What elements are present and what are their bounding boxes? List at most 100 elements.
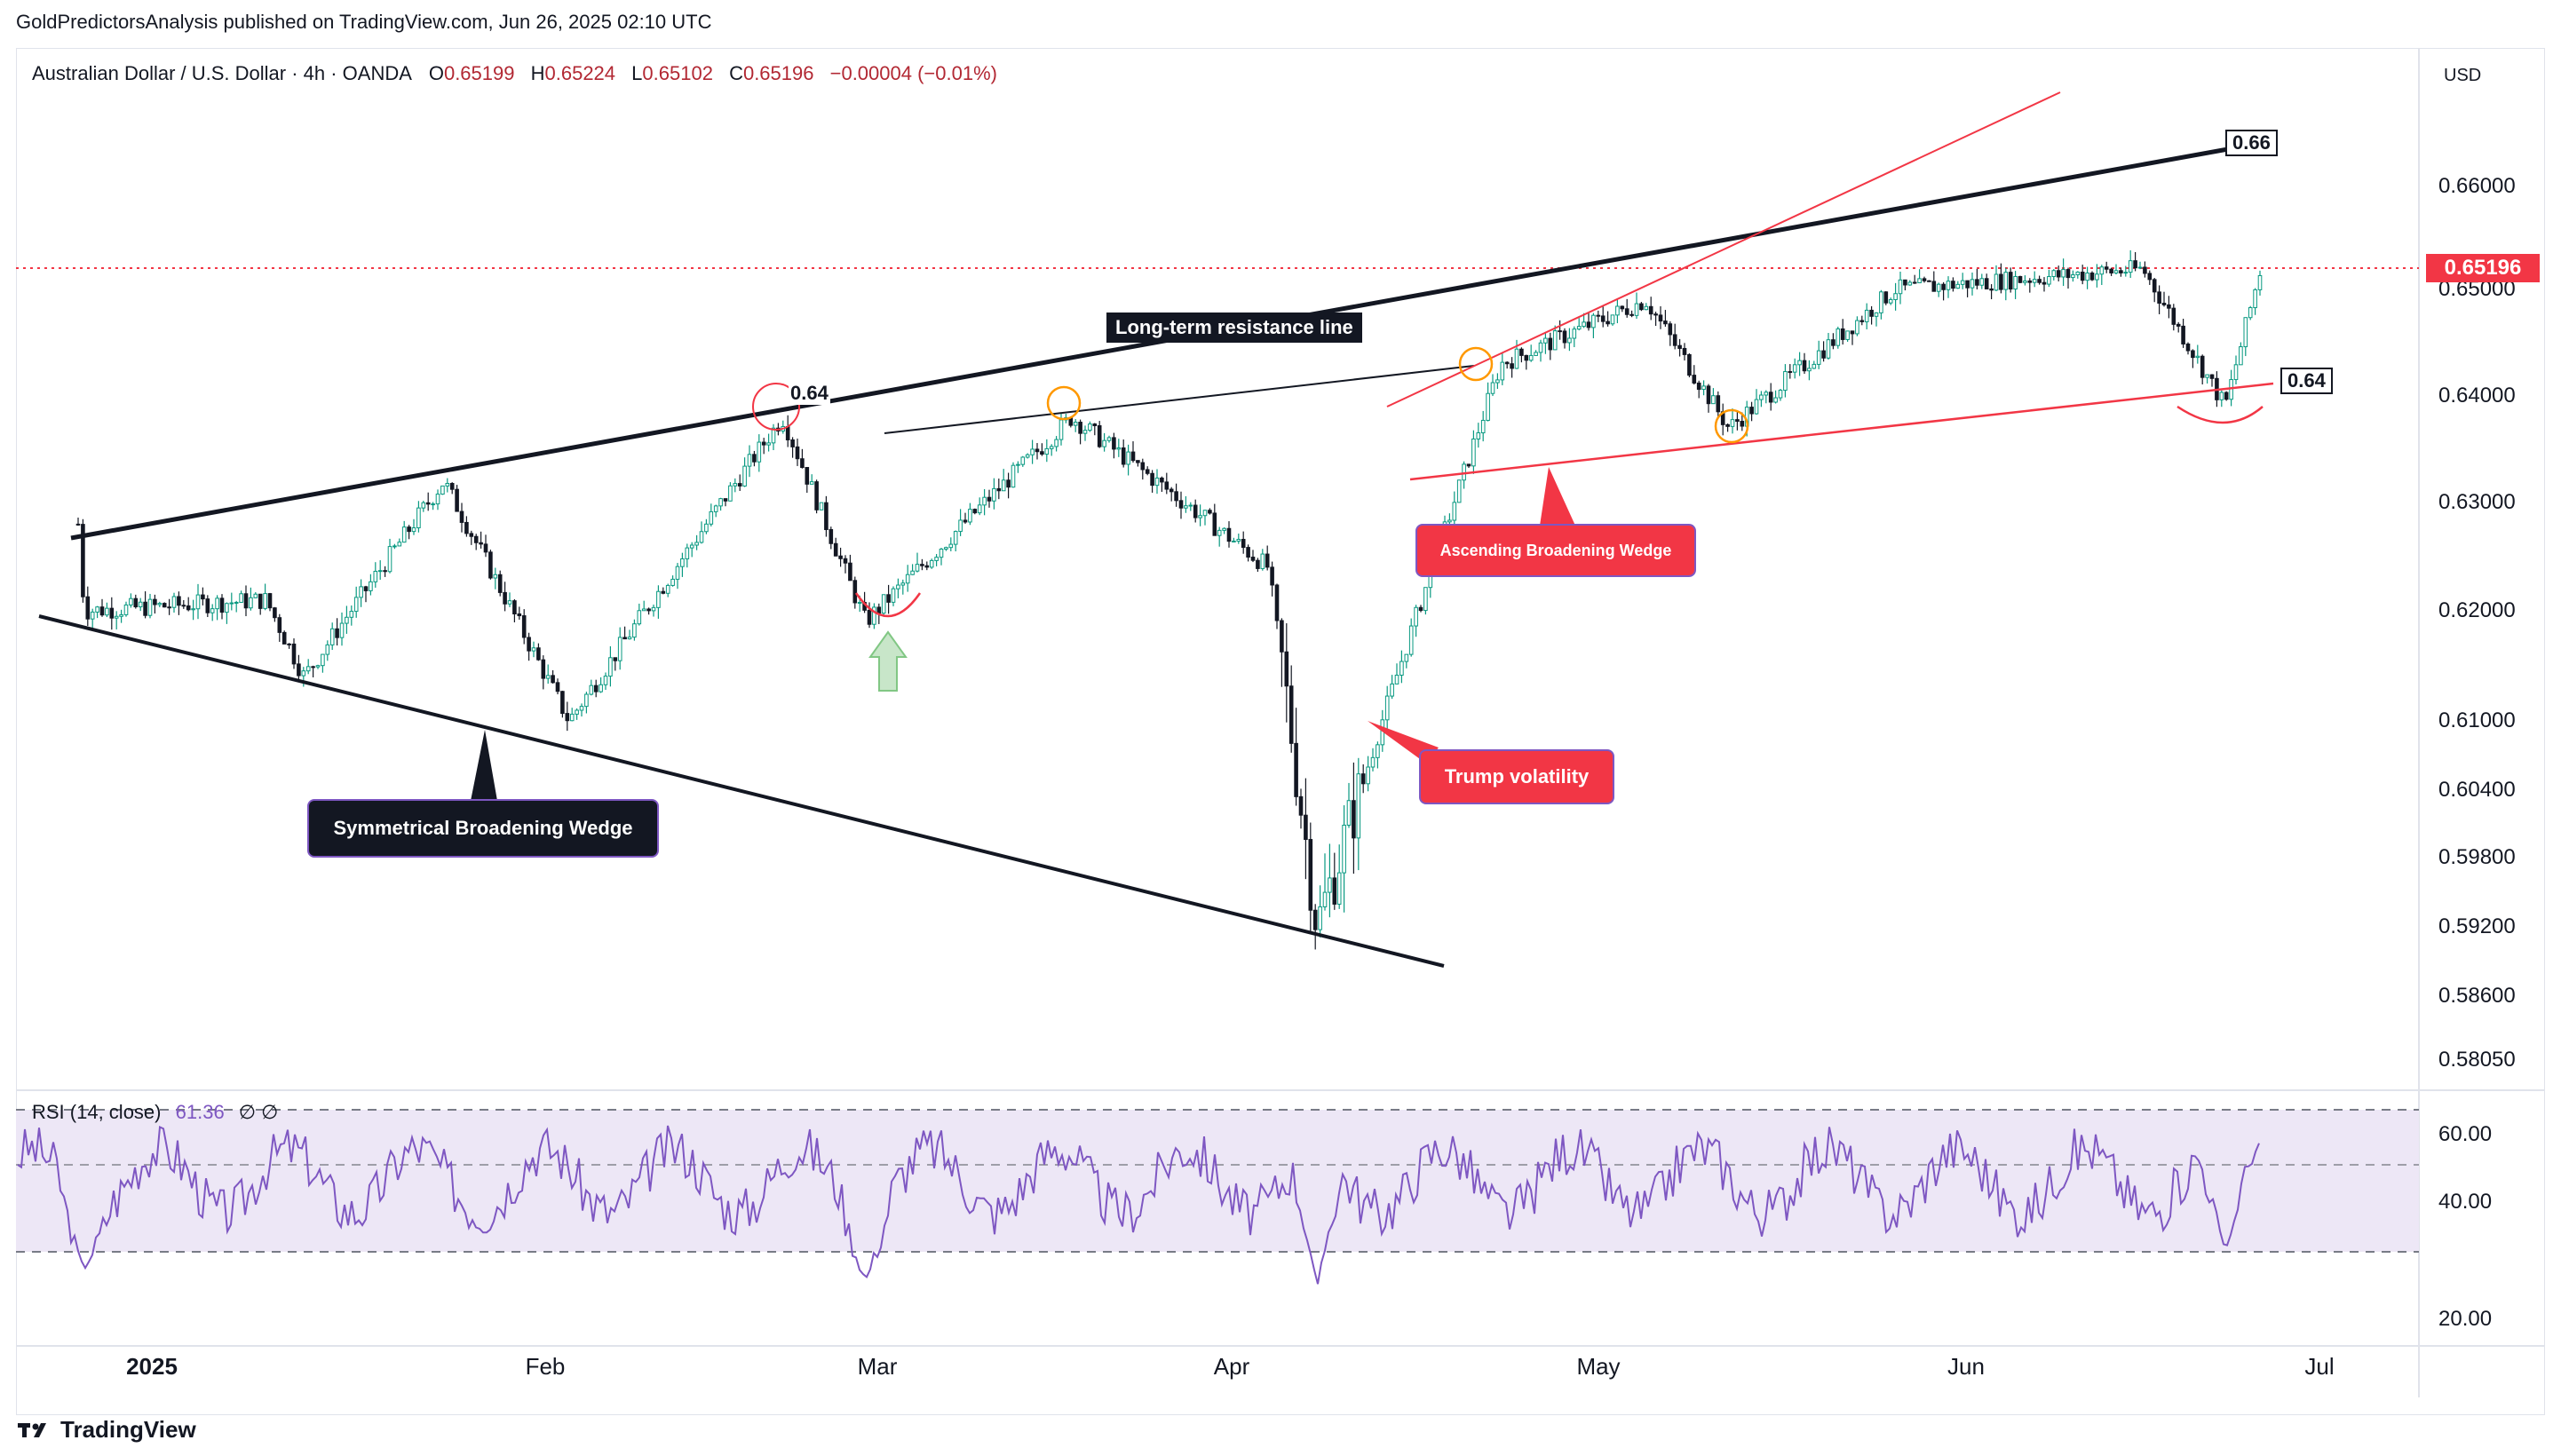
candle-body [1020, 456, 1026, 465]
candle [1768, 383, 1773, 411]
high-value: 0.65224 [544, 62, 616, 84]
candle-body [1232, 540, 1236, 542]
candle-body [541, 659, 546, 679]
candle [2047, 269, 2051, 288]
candle [1682, 343, 1687, 361]
candle [531, 641, 536, 658]
candle-body [2071, 274, 2075, 279]
candle [1399, 650, 1404, 684]
candle-body [440, 485, 445, 495]
candle-body [1759, 394, 1764, 400]
candle-body [1088, 423, 1092, 431]
candle-body [335, 628, 339, 638]
candle [239, 590, 243, 603]
candle-body [761, 441, 766, 446]
candle-body [1600, 315, 1606, 322]
trump-volatility-label[interactable]: Trump volatility [1419, 749, 1614, 804]
candle-body [1936, 283, 1941, 292]
candle [147, 593, 153, 619]
rsi-value: 61.36 [175, 1101, 225, 1123]
wedge-lower-line[interactable] [1409, 382, 2274, 481]
footer-brand[interactable]: TradingView [18, 1416, 196, 1444]
candle-body [1677, 344, 1682, 349]
candle [1572, 326, 1577, 348]
candle-body [665, 584, 670, 594]
candle [210, 604, 215, 621]
candle [1073, 419, 1078, 432]
candle-body [1408, 625, 1414, 655]
candle-body [445, 482, 450, 487]
candle-body [694, 542, 699, 546]
candle [1504, 361, 1510, 369]
candle [1836, 326, 1841, 349]
candle-body [353, 597, 359, 613]
candle [1394, 663, 1399, 684]
candle-body [824, 502, 829, 531]
candle [771, 423, 776, 451]
wedge-upper-line[interactable] [1386, 91, 2061, 408]
candle [1720, 403, 1725, 436]
candle [1384, 685, 1390, 732]
currency-label[interactable]: USD [2444, 66, 2482, 85]
candle-body [2109, 268, 2113, 273]
candle-body [157, 603, 163, 605]
candle-body [632, 623, 637, 638]
candle-body [704, 523, 709, 533]
candle-body [685, 547, 690, 559]
candle [421, 500, 426, 512]
candle [2037, 275, 2042, 285]
price-tick-label: 0.66000 [2438, 174, 2516, 198]
candle-body [737, 483, 742, 487]
candle-body [1682, 347, 1687, 355]
candle [632, 619, 637, 641]
candle [1534, 350, 1538, 356]
candle-body [1999, 273, 2003, 290]
long-term-resistance-label[interactable]: Long-term resistance line [1106, 313, 1362, 343]
candle [383, 566, 387, 577]
candle-body [1845, 330, 1850, 340]
candle [167, 598, 171, 615]
candle [689, 542, 694, 558]
candle-body [497, 574, 503, 593]
candle [2013, 271, 2018, 299]
candle [1088, 421, 1092, 432]
price-tick-label: 0.58050 [2438, 1048, 2516, 1072]
candle [1773, 390, 1778, 404]
candle [2119, 267, 2123, 277]
candle [2171, 304, 2176, 331]
candle-body [968, 509, 972, 523]
candle [1270, 561, 1274, 597]
candle [545, 664, 551, 684]
candle [1840, 319, 1845, 345]
candle [507, 592, 512, 607]
candle-body [948, 543, 954, 549]
candle [1490, 374, 1495, 397]
long-term-resistance-line[interactable] [70, 145, 2239, 541]
candle [670, 575, 675, 587]
candle [589, 679, 594, 696]
candle-body [1097, 425, 1102, 447]
candle [1040, 443, 1044, 456]
candle [119, 609, 123, 623]
candle [2219, 390, 2224, 408]
candle [694, 534, 699, 550]
ascending-wedge-label[interactable]: Ascending Broadening Wedge [1415, 524, 1696, 577]
symmetrical-wedge-lower-line[interactable] [38, 614, 1445, 968]
symmetrical-wedge-label[interactable]: Symmetrical Broadening Wedge [307, 799, 659, 858]
candle-body [258, 593, 263, 609]
rsi-title[interactable]: RSI (14, close) [32, 1101, 162, 1123]
candle-body [872, 606, 876, 625]
candle [599, 677, 603, 693]
candle-body [939, 548, 944, 558]
price-tick-label: 0.60400 [2438, 778, 2516, 802]
candle-body [449, 482, 455, 490]
candle-body [383, 570, 387, 573]
candle [934, 554, 939, 566]
candle [852, 576, 858, 609]
symbol-title[interactable]: Australian Dollar / U.S. Dollar · 4h · O… [32, 62, 411, 84]
candle-body [95, 606, 99, 613]
candle-body [2047, 276, 2051, 285]
candle-body [1308, 839, 1313, 911]
candle-body [867, 609, 872, 625]
minor-resistance-line[interactable] [884, 365, 1475, 434]
